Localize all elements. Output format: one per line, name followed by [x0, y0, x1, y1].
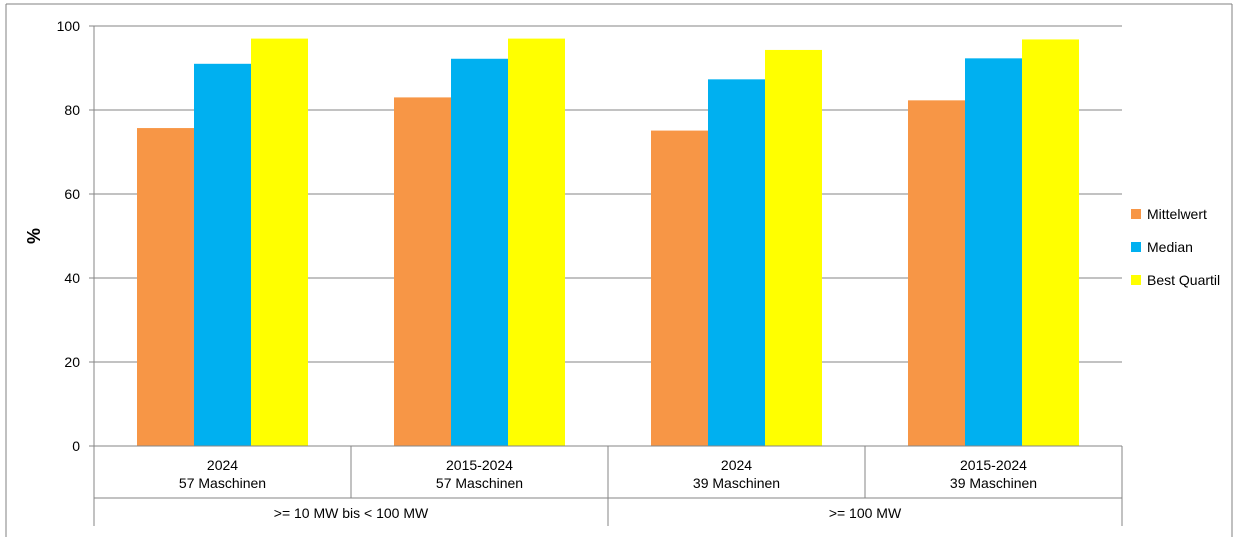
legend-label: Mittelwert	[1147, 206, 1207, 222]
x-group-label: >= 100 MW	[829, 505, 902, 521]
bar-best-quartil	[251, 38, 308, 446]
bar-median	[451, 58, 508, 446]
legend-label: Best Quartil	[1147, 272, 1220, 288]
axes	[5, 3, 1233, 537]
legend-swatch-median	[1131, 242, 1141, 252]
legend: Mittelwert Median Best Quartil	[1131, 206, 1220, 288]
x-category-label-line2: 57 Maschinen	[436, 475, 523, 491]
y-tick-label: 0	[72, 438, 80, 454]
bar-median	[965, 58, 1022, 447]
y-tick-label: 100	[57, 18, 81, 34]
legend-swatch-best-quartil	[1131, 275, 1141, 285]
x-category-label-line1: 2015-2024	[446, 457, 513, 473]
x-category-label-line1: 2024	[207, 457, 238, 473]
bar-median	[194, 63, 251, 447]
bar-mittelwert	[394, 97, 451, 447]
x-category-label-line2: 57 Maschinen	[179, 475, 266, 491]
x-category-label-line2: 39 Maschinen	[950, 475, 1037, 491]
y-axis-label: %	[24, 228, 44, 244]
bar-median	[708, 79, 765, 446]
bar-best-quartil	[1022, 39, 1079, 446]
y-tick-label: 40	[64, 270, 80, 286]
bar-mittelwert	[137, 128, 194, 446]
bar-mittelwert	[908, 100, 965, 446]
legend-label: Median	[1147, 239, 1193, 255]
bar-best-quartil	[508, 38, 565, 446]
legend-swatch-mittelwert	[1131, 209, 1141, 219]
y-tick-labels: 0 20 40 60 80 100	[57, 18, 81, 454]
y-tick-label: 60	[64, 186, 80, 202]
y-tick-label: 20	[64, 354, 80, 370]
bars	[137, 38, 1079, 447]
x-category-label-line1: 2024	[721, 457, 752, 473]
x-category-label-line1: 2015-2024	[960, 457, 1027, 473]
y-tick-label: 80	[64, 102, 80, 118]
bar-best-quartil	[765, 49, 822, 446]
x-group-label: >= 10 MW bis < 100 MW	[274, 505, 429, 521]
bar-mittelwert	[651, 130, 708, 446]
x-category-label-line2: 39 Maschinen	[693, 475, 780, 491]
x-category-labels: 2024 57 Maschinen 2015-2024 57 Maschinen 202…	[179, 457, 1037, 521]
